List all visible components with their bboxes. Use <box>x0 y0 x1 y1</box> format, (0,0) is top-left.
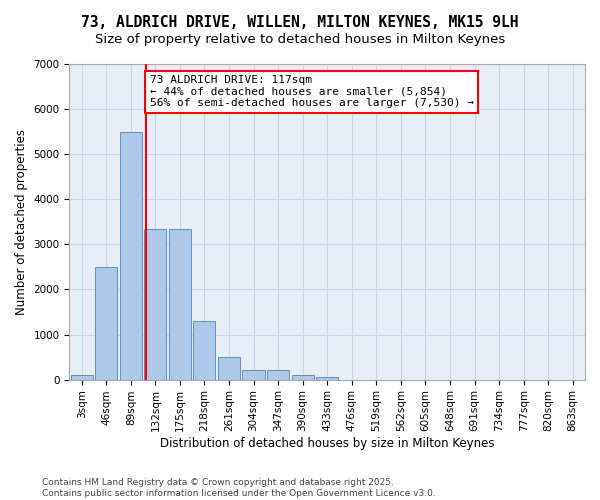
Bar <box>95 267 117 380</box>
X-axis label: Distribution of detached houses by size in Milton Keynes: Distribution of detached houses by size … <box>160 437 494 450</box>
Bar <box>144 228 166 380</box>
Text: Size of property relative to detached houses in Milton Keynes: Size of property relative to detached ho… <box>95 32 505 46</box>
Bar <box>242 370 265 380</box>
Bar <box>193 321 215 380</box>
Bar <box>120 132 142 380</box>
Bar <box>267 370 289 380</box>
Text: 73, ALDRICH DRIVE, WILLEN, MILTON KEYNES, MK15 9LH: 73, ALDRICH DRIVE, WILLEN, MILTON KEYNES… <box>81 15 519 30</box>
Text: Contains HM Land Registry data © Crown copyright and database right 2025.
Contai: Contains HM Land Registry data © Crown c… <box>42 478 436 498</box>
Bar <box>169 228 191 380</box>
Bar <box>218 357 240 380</box>
Bar <box>71 375 93 380</box>
Y-axis label: Number of detached properties: Number of detached properties <box>15 129 28 315</box>
Text: 73 ALDRICH DRIVE: 117sqm
← 44% of detached houses are smaller (5,854)
56% of sem: 73 ALDRICH DRIVE: 117sqm ← 44% of detach… <box>149 76 473 108</box>
Bar <box>292 375 314 380</box>
Bar <box>316 378 338 380</box>
